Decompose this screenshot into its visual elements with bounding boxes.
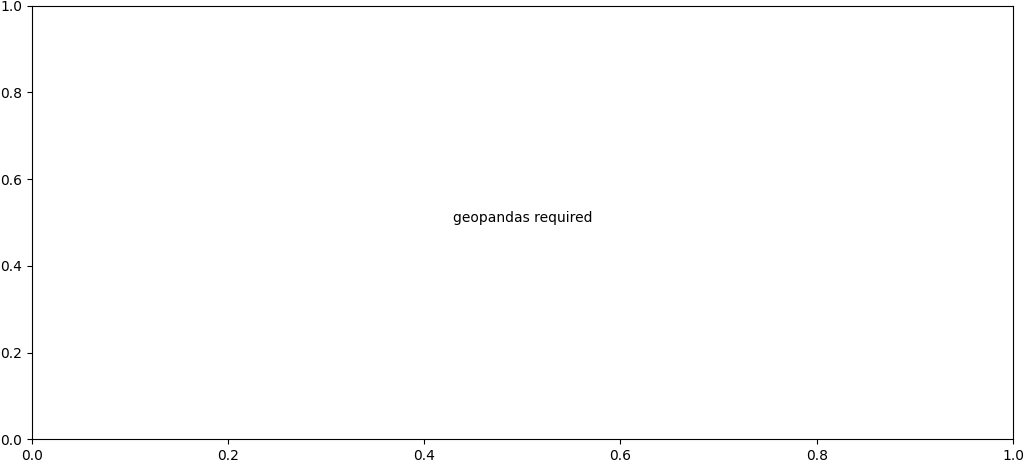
Text: geopandas required: geopandas required	[453, 212, 592, 225]
